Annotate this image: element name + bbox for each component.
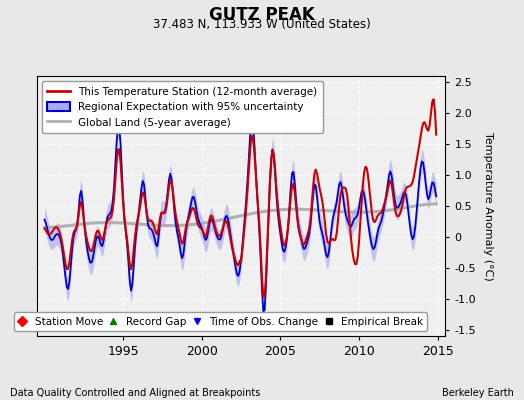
Text: Berkeley Earth: Berkeley Earth (442, 388, 514, 398)
Text: 37.483 N, 113.933 W (United States): 37.483 N, 113.933 W (United States) (153, 18, 371, 31)
Legend: Station Move, Record Gap, Time of Obs. Change, Empirical Break: Station Move, Record Gap, Time of Obs. C… (14, 312, 428, 331)
Y-axis label: Temperature Anomaly (°C): Temperature Anomaly (°C) (483, 132, 493, 280)
Text: GUTZ PEAK: GUTZ PEAK (209, 6, 315, 24)
Text: Data Quality Controlled and Aligned at Breakpoints: Data Quality Controlled and Aligned at B… (10, 388, 261, 398)
